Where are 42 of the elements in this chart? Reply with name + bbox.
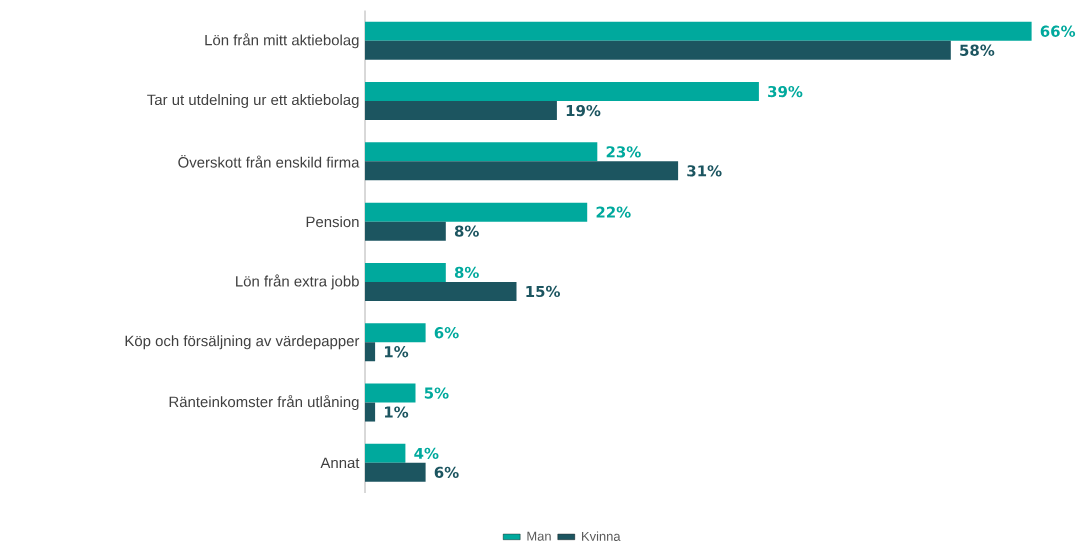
data-label: 15% [526, 285, 561, 297]
bar [365, 161, 679, 181]
data-label: 6% [434, 326, 459, 339]
y-tick-label: Köp och försäljning av värdepapper [125, 335, 360, 350]
data-label: 6% [434, 466, 459, 478]
bar [365, 100, 557, 120]
bar [365, 383, 416, 403]
data-label: 8% [454, 225, 479, 237]
legend-label: Man [527, 531, 551, 541]
bar [365, 402, 376, 422]
y-tick-label: Ränteinkomster från utlåning [169, 394, 359, 410]
y-tick-label: Pension [306, 216, 359, 227]
bar [365, 202, 588, 222]
bar [365, 21, 1032, 41]
data-label: 5% [424, 387, 449, 399]
data-label: 58% [960, 44, 995, 56]
data-label: 1% [384, 345, 409, 358]
data-label: 66% [1040, 25, 1076, 37]
y-tick-label: Annat [320, 457, 360, 468]
y-tick-label: Överskott från enskild firma [178, 154, 360, 168]
bar [365, 221, 446, 241]
data-label: 19% [566, 104, 601, 117]
bar [365, 342, 376, 362]
bar [365, 323, 426, 343]
data-label: 39% [768, 85, 803, 98]
data-label: 31% [687, 165, 722, 177]
bar [365, 142, 598, 162]
y-tick-label: Lön från extra jobb [236, 274, 359, 290]
y-tick-label: Lön från mitt aktiebolag [205, 33, 359, 49]
bar [365, 443, 406, 463]
bar [365, 462, 426, 482]
bar [365, 281, 517, 301]
data-label: 23% [606, 146, 641, 158]
y-tick-label: Tar ut utdelning ur ett aktiebolag [147, 93, 359, 108]
bar [365, 40, 951, 60]
data-label: 8% [454, 266, 479, 278]
bar [365, 262, 446, 282]
data-label: 1% [384, 406, 409, 418]
legend-label: Kvinna [582, 531, 621, 541]
bar [365, 81, 759, 101]
data-label: 22% [596, 206, 631, 218]
data-label: 4% [414, 447, 439, 459]
